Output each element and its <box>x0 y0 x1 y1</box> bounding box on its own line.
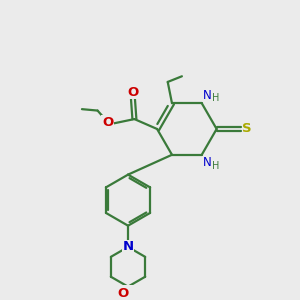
Text: H: H <box>212 93 219 103</box>
Text: H: H <box>212 160 219 171</box>
Text: N: N <box>122 240 134 254</box>
Text: S: S <box>242 122 252 136</box>
Text: O: O <box>102 116 113 129</box>
Text: N: N <box>202 89 211 102</box>
Text: O: O <box>128 85 139 99</box>
Text: O: O <box>117 287 128 300</box>
Text: N: N <box>202 156 211 169</box>
